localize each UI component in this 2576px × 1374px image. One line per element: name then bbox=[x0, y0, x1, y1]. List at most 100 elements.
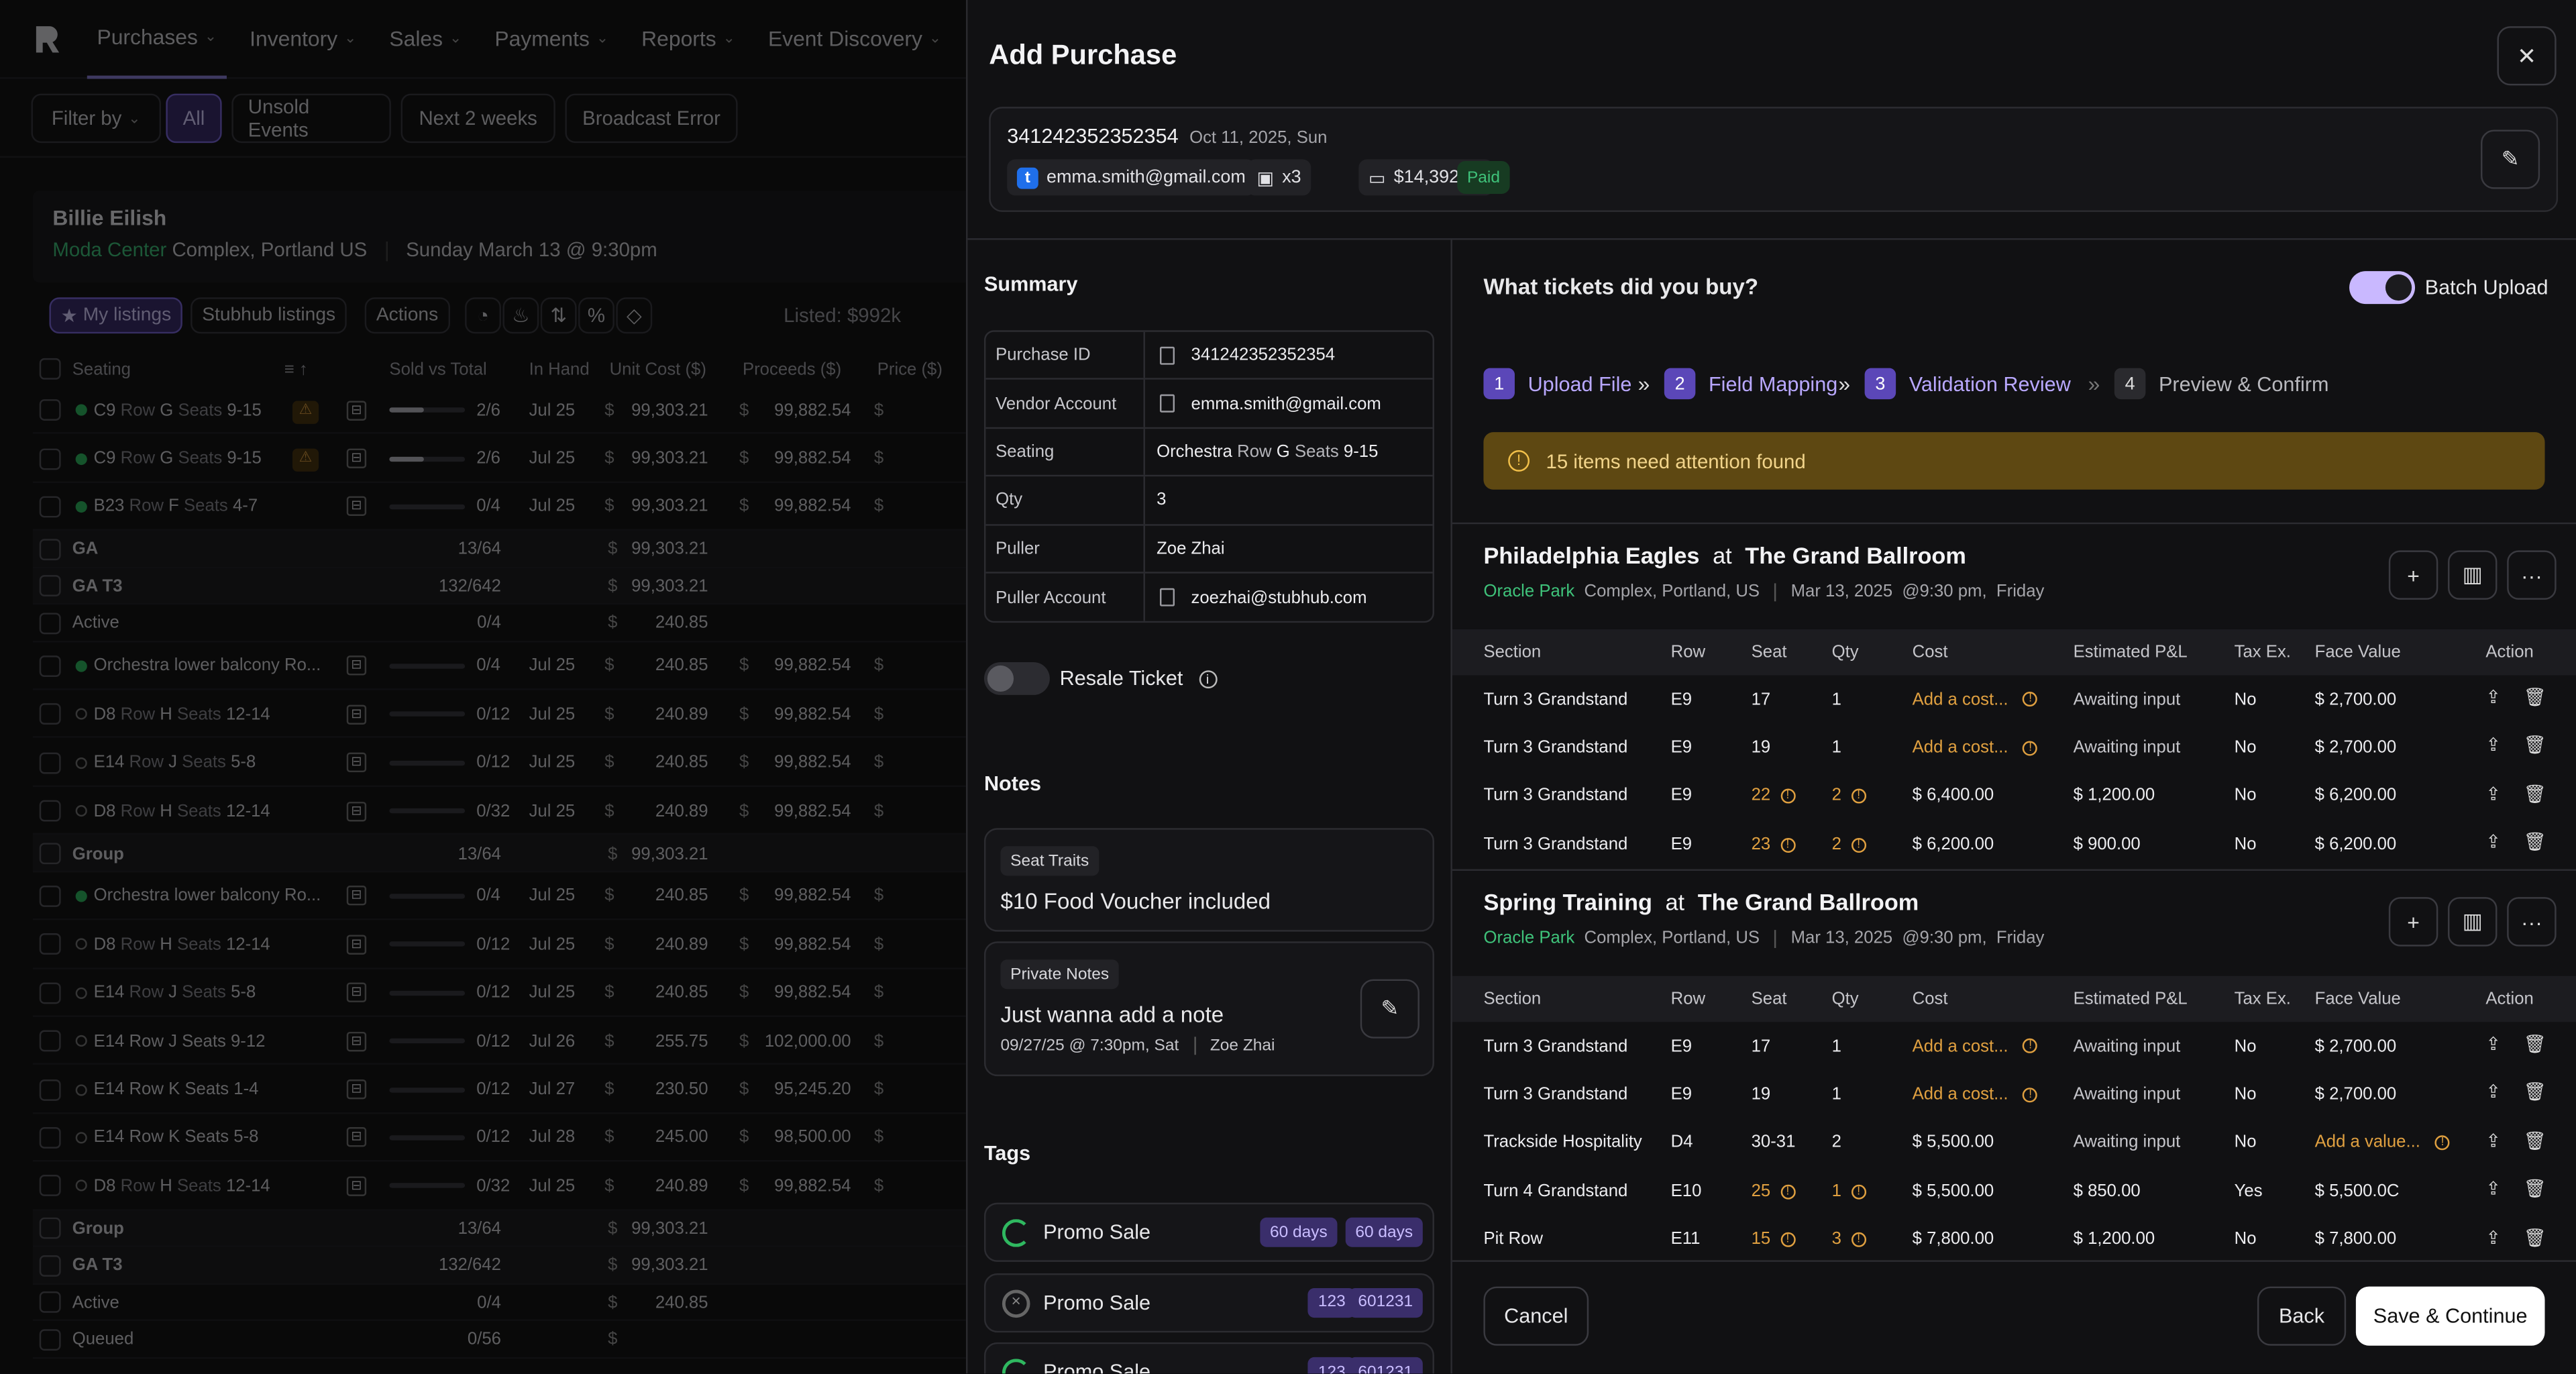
seat-cell[interactable]: 22! bbox=[1752, 786, 1795, 806]
qty-cell[interactable]: 1 bbox=[1832, 1085, 1841, 1104]
upload-icon[interactable]: ⇪ bbox=[2485, 1081, 2501, 1103]
table-row[interactable]: C9 Row G Seats 9-15 ⚠ ⊟ 2/6 Jul 25 $99,303.21… bbox=[33, 386, 966, 435]
row-checkbox[interactable] bbox=[40, 1030, 61, 1052]
group-row[interactable]: GA T3 132/642 $99,303.21 bbox=[33, 1247, 966, 1284]
doc-icon[interactable]: ⊟ bbox=[347, 656, 366, 676]
table-row[interactable]: D8 Row H Seats 12-14 ⊟ 0/12 Jul 25 $240.89 $9… bbox=[33, 920, 966, 969]
cost-cell[interactable]: $ 6,400.00 bbox=[1913, 786, 1994, 806]
flame-icon[interactable]: ♨ bbox=[502, 297, 539, 333]
face-value-cell[interactable]: $ 5,500.0C bbox=[2315, 1181, 2400, 1201]
venue-link[interactable]: Moda Center bbox=[52, 238, 166, 261]
table-row[interactable]: D8 Row H Seats 12-14 ⊟ 0/32 Jul 25 $240.89 $9… bbox=[33, 787, 966, 835]
step-2[interactable]: 2 Field Mapping bbox=[1664, 368, 1837, 400]
tab-actions[interactable]: Actions bbox=[365, 297, 450, 333]
nav-item-inventory[interactable]: Inventory ⌄ bbox=[239, 0, 366, 78]
copy-icon[interactable] bbox=[1160, 394, 1175, 413]
trash-icon[interactable]: 🗑 bbox=[2524, 1130, 2546, 1151]
table-row[interactable]: E14 Row K Seats 1-4 ⊟ 0/12 Jul 27 $230.50 $95… bbox=[33, 1065, 966, 1114]
row-checkbox[interactable] bbox=[40, 400, 61, 421]
qty-cell[interactable]: 1 bbox=[1832, 690, 1841, 709]
qty-cell[interactable]: 2! bbox=[1832, 786, 1866, 806]
trash-icon[interactable]: 🗑 bbox=[2524, 784, 2546, 805]
cost-cell[interactable]: $ 5,500.00 bbox=[1913, 1181, 1994, 1201]
select-all-checkbox[interactable] bbox=[40, 358, 61, 380]
trash-icon[interactable]: 🗑 bbox=[2524, 687, 2546, 708]
percent-icon[interactable]: % bbox=[578, 297, 614, 333]
face-value-cell[interactable]: $ 2,700.00 bbox=[2315, 1037, 2397, 1056]
nav-item-payments[interactable]: Payments ⌄ bbox=[485, 0, 619, 78]
venue-link[interactable]: Oracle Park bbox=[1483, 929, 1574, 948]
table-row[interactable]: E14 Row J Seats 5-8 ⊟ 0/12 Jul 25 $240.85 $99… bbox=[33, 969, 966, 1017]
filter-icon[interactable]: ≡ ↑ bbox=[284, 360, 308, 379]
group-row[interactable]: Queued 0/56 $ bbox=[33, 1321, 966, 1358]
doc-icon[interactable]: ⊟ bbox=[347, 1031, 366, 1051]
row-checkbox[interactable] bbox=[40, 886, 61, 907]
doc-icon[interactable]: ⊟ bbox=[347, 1176, 366, 1196]
map-icon[interactable]: ▥ bbox=[2448, 897, 2497, 946]
copy-icon[interactable] bbox=[1160, 588, 1175, 606]
tab-stubhub-listings[interactable]: Stubhub listings bbox=[191, 297, 347, 333]
table-row[interactable]: D8 Row H Seats 12-14 ⊟ 0/32 Jul 25 $240.89 $9… bbox=[33, 1162, 966, 1210]
seat-cell[interactable]: 19 bbox=[1752, 738, 1771, 757]
edit-note-icon[interactable]: ✎ bbox=[1360, 980, 1419, 1039]
face-value-cell[interactable]: $ 2,700.00 bbox=[2315, 690, 2397, 709]
doc-icon[interactable]: ⊟ bbox=[347, 1079, 366, 1099]
doc-icon[interactable]: ⊟ bbox=[347, 449, 366, 468]
cost-cell[interactable]: Add a cost...! bbox=[1913, 1085, 2038, 1104]
row-checkbox[interactable] bbox=[40, 576, 61, 597]
venue-link[interactable]: Oracle Park bbox=[1483, 582, 1574, 601]
upload-icon[interactable]: ⇪ bbox=[2485, 1130, 2501, 1151]
step-1[interactable]: 1 Upload File bbox=[1483, 368, 1631, 400]
row-checkbox[interactable] bbox=[40, 1292, 61, 1314]
doc-icon[interactable]: ⊟ bbox=[347, 401, 366, 420]
nav-item-event-discovery[interactable]: Event Discovery ⌄ bbox=[758, 0, 951, 78]
resale-toggle[interactable] bbox=[984, 662, 1050, 695]
sort-icon[interactable]: ⇅ bbox=[541, 297, 577, 333]
edit-pencil-icon[interactable]: ✎ bbox=[2481, 129, 2540, 189]
seat-cell[interactable]: 19 bbox=[1752, 1085, 1771, 1104]
table-row[interactable]: E14 Row J Seats 5-8 ⊟ 0/12 Jul 25 $240.85 $99… bbox=[33, 739, 966, 787]
face-value-cell[interactable]: $ 2,700.00 bbox=[2315, 738, 2397, 757]
seat-cell[interactable]: 15! bbox=[1752, 1230, 1795, 1249]
nav-item-purchases[interactable]: Purchases ⌄ bbox=[87, 0, 227, 78]
tag-card[interactable]: Promo Sale 123 601231 bbox=[984, 1342, 1434, 1374]
cost-cell[interactable]: $ 6,200.00 bbox=[1913, 835, 1994, 854]
trash-icon[interactable]: 🗑 bbox=[2524, 832, 2546, 853]
table-row[interactable]: Orchestra lower balcony Ro... ⊟ 0/4 Jul 25 $… bbox=[33, 642, 966, 690]
group-row[interactable]: Active 0/4 $240.85 bbox=[33, 605, 966, 642]
cost-cell[interactable]: $ 5,500.00 bbox=[1913, 1133, 1994, 1153]
row-checkbox[interactable] bbox=[40, 752, 61, 774]
doc-icon[interactable]: ⊟ bbox=[347, 753, 366, 772]
upload-icon[interactable]: ⇪ bbox=[2485, 1178, 2501, 1200]
qty-cell[interactable]: 1! bbox=[1832, 1181, 1866, 1201]
row-checkbox[interactable] bbox=[40, 539, 61, 560]
face-value-cell[interactable]: $ 7,800.00 bbox=[2315, 1230, 2397, 1249]
face-value-cell[interactable]: $ 2,700.00 bbox=[2315, 1085, 2397, 1104]
row-checkbox[interactable] bbox=[40, 934, 61, 955]
add-icon[interactable]: + bbox=[2389, 897, 2438, 946]
trash-icon[interactable]: 🗑 bbox=[2524, 1033, 2546, 1055]
event-card[interactable]: Billie Eilish Moda Center Complex, Portl… bbox=[33, 191, 966, 282]
seat-cell[interactable]: 17 bbox=[1752, 690, 1771, 709]
trash-icon[interactable]: 🗑 bbox=[2524, 735, 2546, 757]
nav-item-reports[interactable]: Reports ⌄ bbox=[631, 0, 745, 78]
filter-all[interactable]: All bbox=[166, 94, 221, 143]
tag-card[interactable]: × Promo Sale 123 601231 bbox=[984, 1273, 1434, 1332]
seat-cell[interactable]: 30-31 bbox=[1752, 1133, 1796, 1153]
upload-icon[interactable]: ⇪ bbox=[2485, 687, 2501, 708]
trash-icon[interactable]: 🗑 bbox=[2524, 1081, 2546, 1103]
face-value-cell[interactable]: Add a value...! bbox=[2315, 1133, 2450, 1153]
seat-cell[interactable]: 23! bbox=[1752, 835, 1795, 854]
filter-by-dropdown[interactable]: Filter by ⌄ bbox=[32, 94, 161, 143]
row-checkbox[interactable] bbox=[40, 1218, 61, 1240]
gauge-icon[interactable]: ◔ bbox=[465, 297, 501, 333]
cost-cell[interactable]: Add a cost...! bbox=[1913, 690, 2038, 709]
qty-cell[interactable]: 3! bbox=[1832, 1230, 1866, 1249]
cost-cell[interactable]: Add a cost...! bbox=[1913, 1037, 2038, 1056]
doc-icon[interactable]: ⊟ bbox=[347, 983, 366, 1002]
add-icon[interactable]: + bbox=[2389, 550, 2438, 599]
copy-icon[interactable] bbox=[1160, 346, 1175, 364]
cost-cell[interactable]: $ 7,800.00 bbox=[1913, 1230, 1994, 1249]
cancel-button[interactable]: Cancel bbox=[1483, 1287, 1589, 1346]
app-logo-icon[interactable] bbox=[32, 22, 64, 55]
